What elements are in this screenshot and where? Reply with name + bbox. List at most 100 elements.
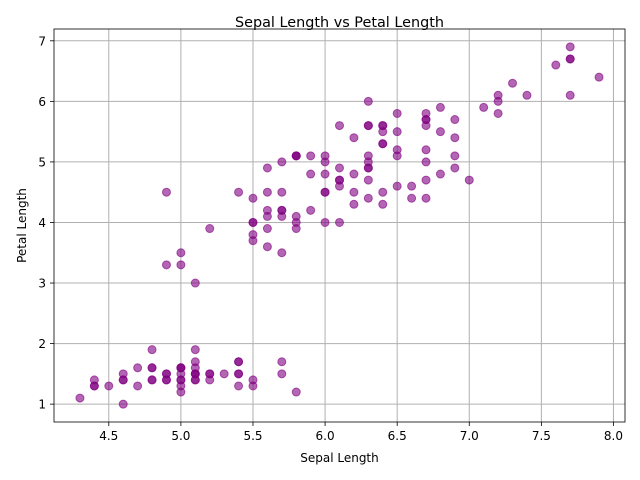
data-point xyxy=(392,108,402,118)
data-point xyxy=(277,248,287,258)
data-point xyxy=(349,187,359,197)
data-point xyxy=(147,375,157,385)
chart-title: Sepal Length vs Petal Length xyxy=(235,15,444,31)
data-point xyxy=(421,157,431,167)
data-point xyxy=(234,381,244,391)
data-point xyxy=(335,121,344,131)
data-point xyxy=(133,363,143,373)
data-points xyxy=(75,42,604,409)
data-point xyxy=(435,102,445,112)
data-point xyxy=(277,369,287,379)
data-point xyxy=(306,151,316,161)
data-point xyxy=(407,181,417,191)
y-axis: 1 2 3 4 5 6 7 xyxy=(38,34,54,412)
data-point xyxy=(450,115,460,125)
data-point xyxy=(435,127,445,137)
data-point xyxy=(291,217,301,227)
x-tick-label: 5.0 xyxy=(171,429,190,443)
data-point xyxy=(378,199,388,209)
plot-frame xyxy=(53,28,626,423)
x-tick-label: 7.5 xyxy=(532,429,551,443)
data-point xyxy=(450,151,460,161)
data-point xyxy=(421,175,431,185)
data-point xyxy=(161,260,171,270)
data-point xyxy=(248,236,258,246)
data-point xyxy=(421,115,431,125)
data-point xyxy=(392,127,402,137)
data-point xyxy=(407,193,417,203)
y-tick-label: 7 xyxy=(38,34,46,48)
grid xyxy=(54,29,625,422)
data-point xyxy=(277,211,287,221)
data-point xyxy=(262,224,272,234)
y-tick-label: 6 xyxy=(38,95,46,109)
data-point xyxy=(277,187,287,197)
data-point xyxy=(147,345,157,355)
data-point xyxy=(262,242,272,252)
data-point xyxy=(363,175,373,185)
y-tick-label: 5 xyxy=(38,155,46,169)
data-point xyxy=(320,157,330,167)
data-point xyxy=(450,133,460,143)
data-point xyxy=(104,381,114,391)
x-tick-label: 4.5 xyxy=(99,429,118,443)
data-point xyxy=(363,157,373,167)
data-point xyxy=(378,127,388,137)
data-point xyxy=(161,375,171,385)
x-tick-label: 7.0 xyxy=(460,429,479,443)
data-point xyxy=(205,369,215,379)
x-tick-label: 8.0 xyxy=(604,429,623,443)
x-tick-label: 6.0 xyxy=(316,429,335,443)
data-point xyxy=(335,163,344,173)
data-point xyxy=(277,157,287,167)
data-point xyxy=(262,187,272,197)
data-point xyxy=(234,187,244,197)
data-point xyxy=(118,375,128,385)
data-point xyxy=(349,133,359,143)
data-point xyxy=(493,96,503,106)
data-point xyxy=(190,278,200,288)
data-point xyxy=(551,60,561,70)
data-point xyxy=(594,72,604,82)
data-point xyxy=(234,357,244,367)
y-axis-label: Petal Length xyxy=(15,188,29,263)
data-point xyxy=(277,357,287,367)
data-point xyxy=(306,169,316,179)
data-point xyxy=(262,205,272,215)
data-point xyxy=(522,90,532,100)
data-point xyxy=(291,151,301,161)
data-point xyxy=(320,187,330,197)
y-tick-label: 1 xyxy=(38,398,46,412)
x-axis: 4.5 5.0 5.5 6.0 6.5 7.0 7.5 8.0 xyxy=(99,422,623,443)
data-point xyxy=(335,181,344,191)
data-point xyxy=(450,163,460,173)
data-point xyxy=(363,193,373,203)
data-point xyxy=(176,248,186,258)
data-point xyxy=(392,181,402,191)
data-point xyxy=(363,96,373,106)
data-point xyxy=(248,193,258,203)
data-point xyxy=(234,369,244,379)
data-point xyxy=(493,108,503,118)
data-point xyxy=(75,393,85,403)
data-point xyxy=(133,381,143,391)
data-point xyxy=(248,217,258,227)
data-point xyxy=(565,54,575,64)
data-point xyxy=(89,381,99,391)
data-point xyxy=(435,169,445,179)
data-point xyxy=(320,169,330,179)
data-point xyxy=(349,169,359,179)
data-point xyxy=(565,90,575,100)
data-point xyxy=(291,387,301,397)
data-point xyxy=(349,199,359,209)
data-point xyxy=(392,145,402,155)
data-point xyxy=(421,145,431,155)
data-point xyxy=(306,205,316,215)
data-point xyxy=(262,163,272,173)
data-point xyxy=(118,399,128,409)
data-point xyxy=(421,193,431,203)
data-point xyxy=(190,345,200,355)
data-point xyxy=(508,78,518,88)
